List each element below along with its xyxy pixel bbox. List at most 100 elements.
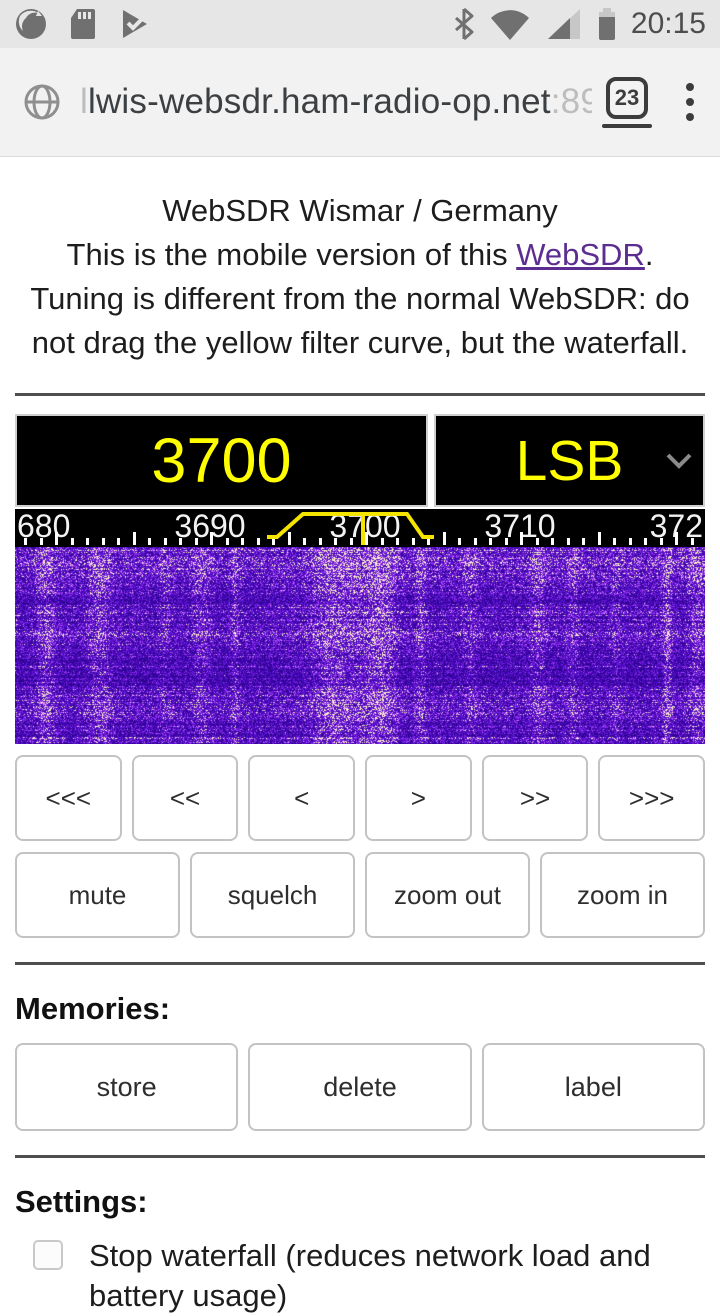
scale-tick [24,538,27,545]
firefox-icon [16,9,46,39]
step-down-medium-button[interactable]: << [131,755,239,841]
site-globe-icon [24,84,60,120]
scale-tick [163,538,167,545]
scale-tick [613,538,616,545]
bluetooth-icon [454,7,474,41]
scale-tick [210,532,213,545]
tab-switcher-button[interactable]: 23 [602,76,652,128]
scale-tick [411,538,415,545]
status-notification-icons [14,7,152,41]
scale-tick [659,538,663,545]
scale-tick [101,538,105,545]
memories-heading: Memories: [15,991,171,1026]
scale-tick [582,538,585,545]
url-field[interactable]: llwis-websdr.ham-radio-op.net:89 [80,82,592,122]
scale-tick [148,538,151,545]
scale-tick [442,532,446,545]
websdr-link[interactable]: WebSDR [516,237,645,272]
scale-tick [551,538,554,545]
settings-heading: Settings: [15,1184,148,1219]
battery-icon [598,8,615,40]
waterfall-display[interactable] [15,547,705,744]
signal-icon [547,9,580,39]
scale-tick [272,538,275,545]
mode-value: LSB [515,428,624,493]
scale-tick [39,538,43,545]
scale-tick [396,538,399,545]
divider [15,393,705,396]
scale-tick [427,538,430,545]
frequency-row: 3700 LSB [15,414,705,507]
divider [15,962,705,965]
scale-label: 680 [17,509,71,544]
browser-url-bar: llwis-websdr.ham-radio-op.net:89 23 [0,48,720,157]
tuning-step-buttons: <<< << < > >> >>> [15,755,706,841]
url-faded-prefix: l [80,82,88,121]
scale-tick [194,538,198,545]
stop-waterfall-checkbox[interactable] [33,1240,63,1270]
intro-text-block: WebSDR Wismar / Germany This is the mobi… [15,189,705,365]
scale-tick [597,532,601,545]
step-up-large-button[interactable]: >>> [598,755,706,841]
page-content: WebSDR Wismar / Germany This is the mobi… [0,189,720,1316]
scale-tick [365,532,368,545]
zoom-out-button[interactable]: zoom out [365,852,530,938]
memory-label-button[interactable]: label [481,1043,705,1131]
status-system-icons: 20:15 [453,7,706,41]
tab-count: 23 [606,76,648,119]
mute-button[interactable]: mute [15,852,180,938]
memory-store-button[interactable]: store [15,1043,239,1131]
chevron-down-icon [666,453,692,469]
squelch-button[interactable]: squelch [190,852,355,938]
stop-waterfall-label: Stop waterfall (reduces network load and… [89,1238,651,1313]
scale-tick [458,538,461,545]
memory-delete-button[interactable]: delete [248,1043,472,1131]
scale-tick [256,538,260,545]
step-up-medium-button[interactable]: >> [481,755,589,841]
scale-tick [520,532,523,545]
scale-tick [287,532,291,545]
filter-passband-curve [267,512,434,545]
scale-tick [334,538,337,545]
intro-line: This is the mobile version of this WebSD… [66,237,654,272]
scale-tick [225,538,229,545]
scale-tick [489,538,492,545]
scale-tick [132,532,136,545]
scale-tick [504,538,508,545]
sd-card-icon [71,9,95,39]
tab-switcher-underline [602,123,652,128]
scale-tick [86,538,89,545]
update-check-icon [123,10,147,38]
url-port: :89 [550,82,592,121]
scale-tick [318,538,322,545]
scale-tick [535,538,539,545]
zoom-in-button[interactable]: zoom in [540,852,705,938]
status-bar: 20:15 [0,0,720,48]
tuning-note: Tuning is different from the normal WebS… [30,281,690,360]
step-up-small-button[interactable]: > [365,755,472,841]
stop-waterfall-setting: Stop waterfall (reduces network load and… [33,1236,705,1316]
mode-select[interactable]: LSB [434,414,705,507]
scale-tick [349,538,353,545]
scale-tick [628,538,632,545]
scale-tick [690,538,694,545]
scale-tick [380,538,384,545]
clock: 20:15 [630,7,706,40]
browser-menu-button[interactable] [682,79,698,125]
scale-tick [303,538,306,545]
scale-tick [55,532,58,545]
scale-tick [179,538,182,545]
scale-tick [473,538,477,545]
frequency-input[interactable]: 3700 [15,414,428,507]
step-down-large-button[interactable]: <<< [15,755,122,841]
scale-tick [566,538,570,545]
scale-tick [117,538,120,545]
url-main: lwis-websdr.ham-radio-op.net [87,82,551,121]
page-title: WebSDR Wismar / Germany [162,193,558,228]
scale-tick [241,538,244,545]
memory-buttons: store delete label [15,1043,705,1131]
step-down-small-button[interactable]: < [248,755,356,841]
scale-tick [644,538,647,545]
divider [15,1155,705,1158]
audio-zoom-buttons: mute squelch zoom out zoom in [15,852,705,938]
